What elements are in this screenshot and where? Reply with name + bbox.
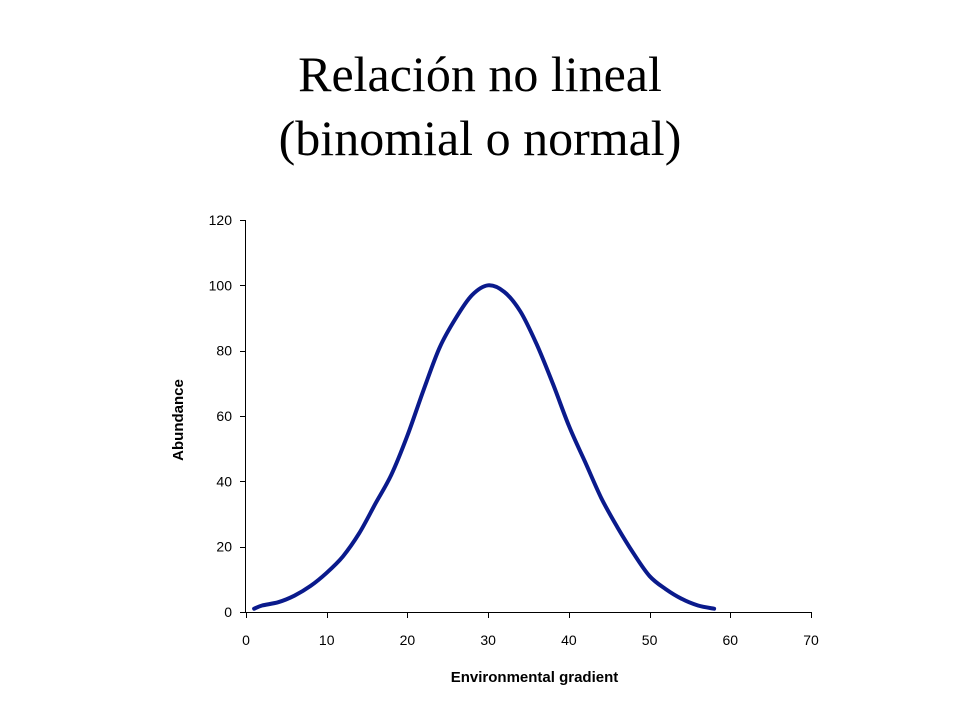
x-tick-label: 30	[480, 632, 496, 648]
x-tick-label: 60	[722, 632, 738, 648]
y-tick-label: 100	[209, 277, 233, 293]
slide-title-line-2: (binomial o normal)	[278, 110, 682, 166]
x-axis-ticks: 0 10 20 30 40 50 60 70	[242, 612, 819, 648]
x-tick-label: 10	[319, 632, 335, 648]
y-tick-label: 80	[216, 343, 232, 359]
x-tick-label: 50	[642, 632, 658, 648]
y-axis-title: Abundance	[170, 379, 187, 461]
series-layer	[252, 283, 717, 611]
y-tick-label: 120	[209, 212, 233, 228]
x-tick-label: 70	[803, 632, 819, 648]
y-axis-ticks: 0 20 40 60 80 100 120	[209, 212, 246, 620]
y-tick-label: 0	[224, 604, 232, 620]
slide-title-line-1: Relación no lineal	[298, 46, 662, 102]
x-tick-label: 20	[400, 632, 416, 648]
y-tick-label: 60	[216, 408, 232, 424]
x-axis-title: Environmental gradient	[451, 669, 619, 686]
x-tick-label: 0	[242, 632, 250, 648]
series-line	[252, 283, 717, 611]
y-tick-label: 40	[216, 473, 232, 489]
slide-title: Relación no lineal (binomial o normal)	[0, 42, 960, 170]
y-tick-label: 20	[216, 539, 232, 555]
x-tick-label: 40	[561, 632, 577, 648]
chart-axes	[245, 220, 811, 613]
